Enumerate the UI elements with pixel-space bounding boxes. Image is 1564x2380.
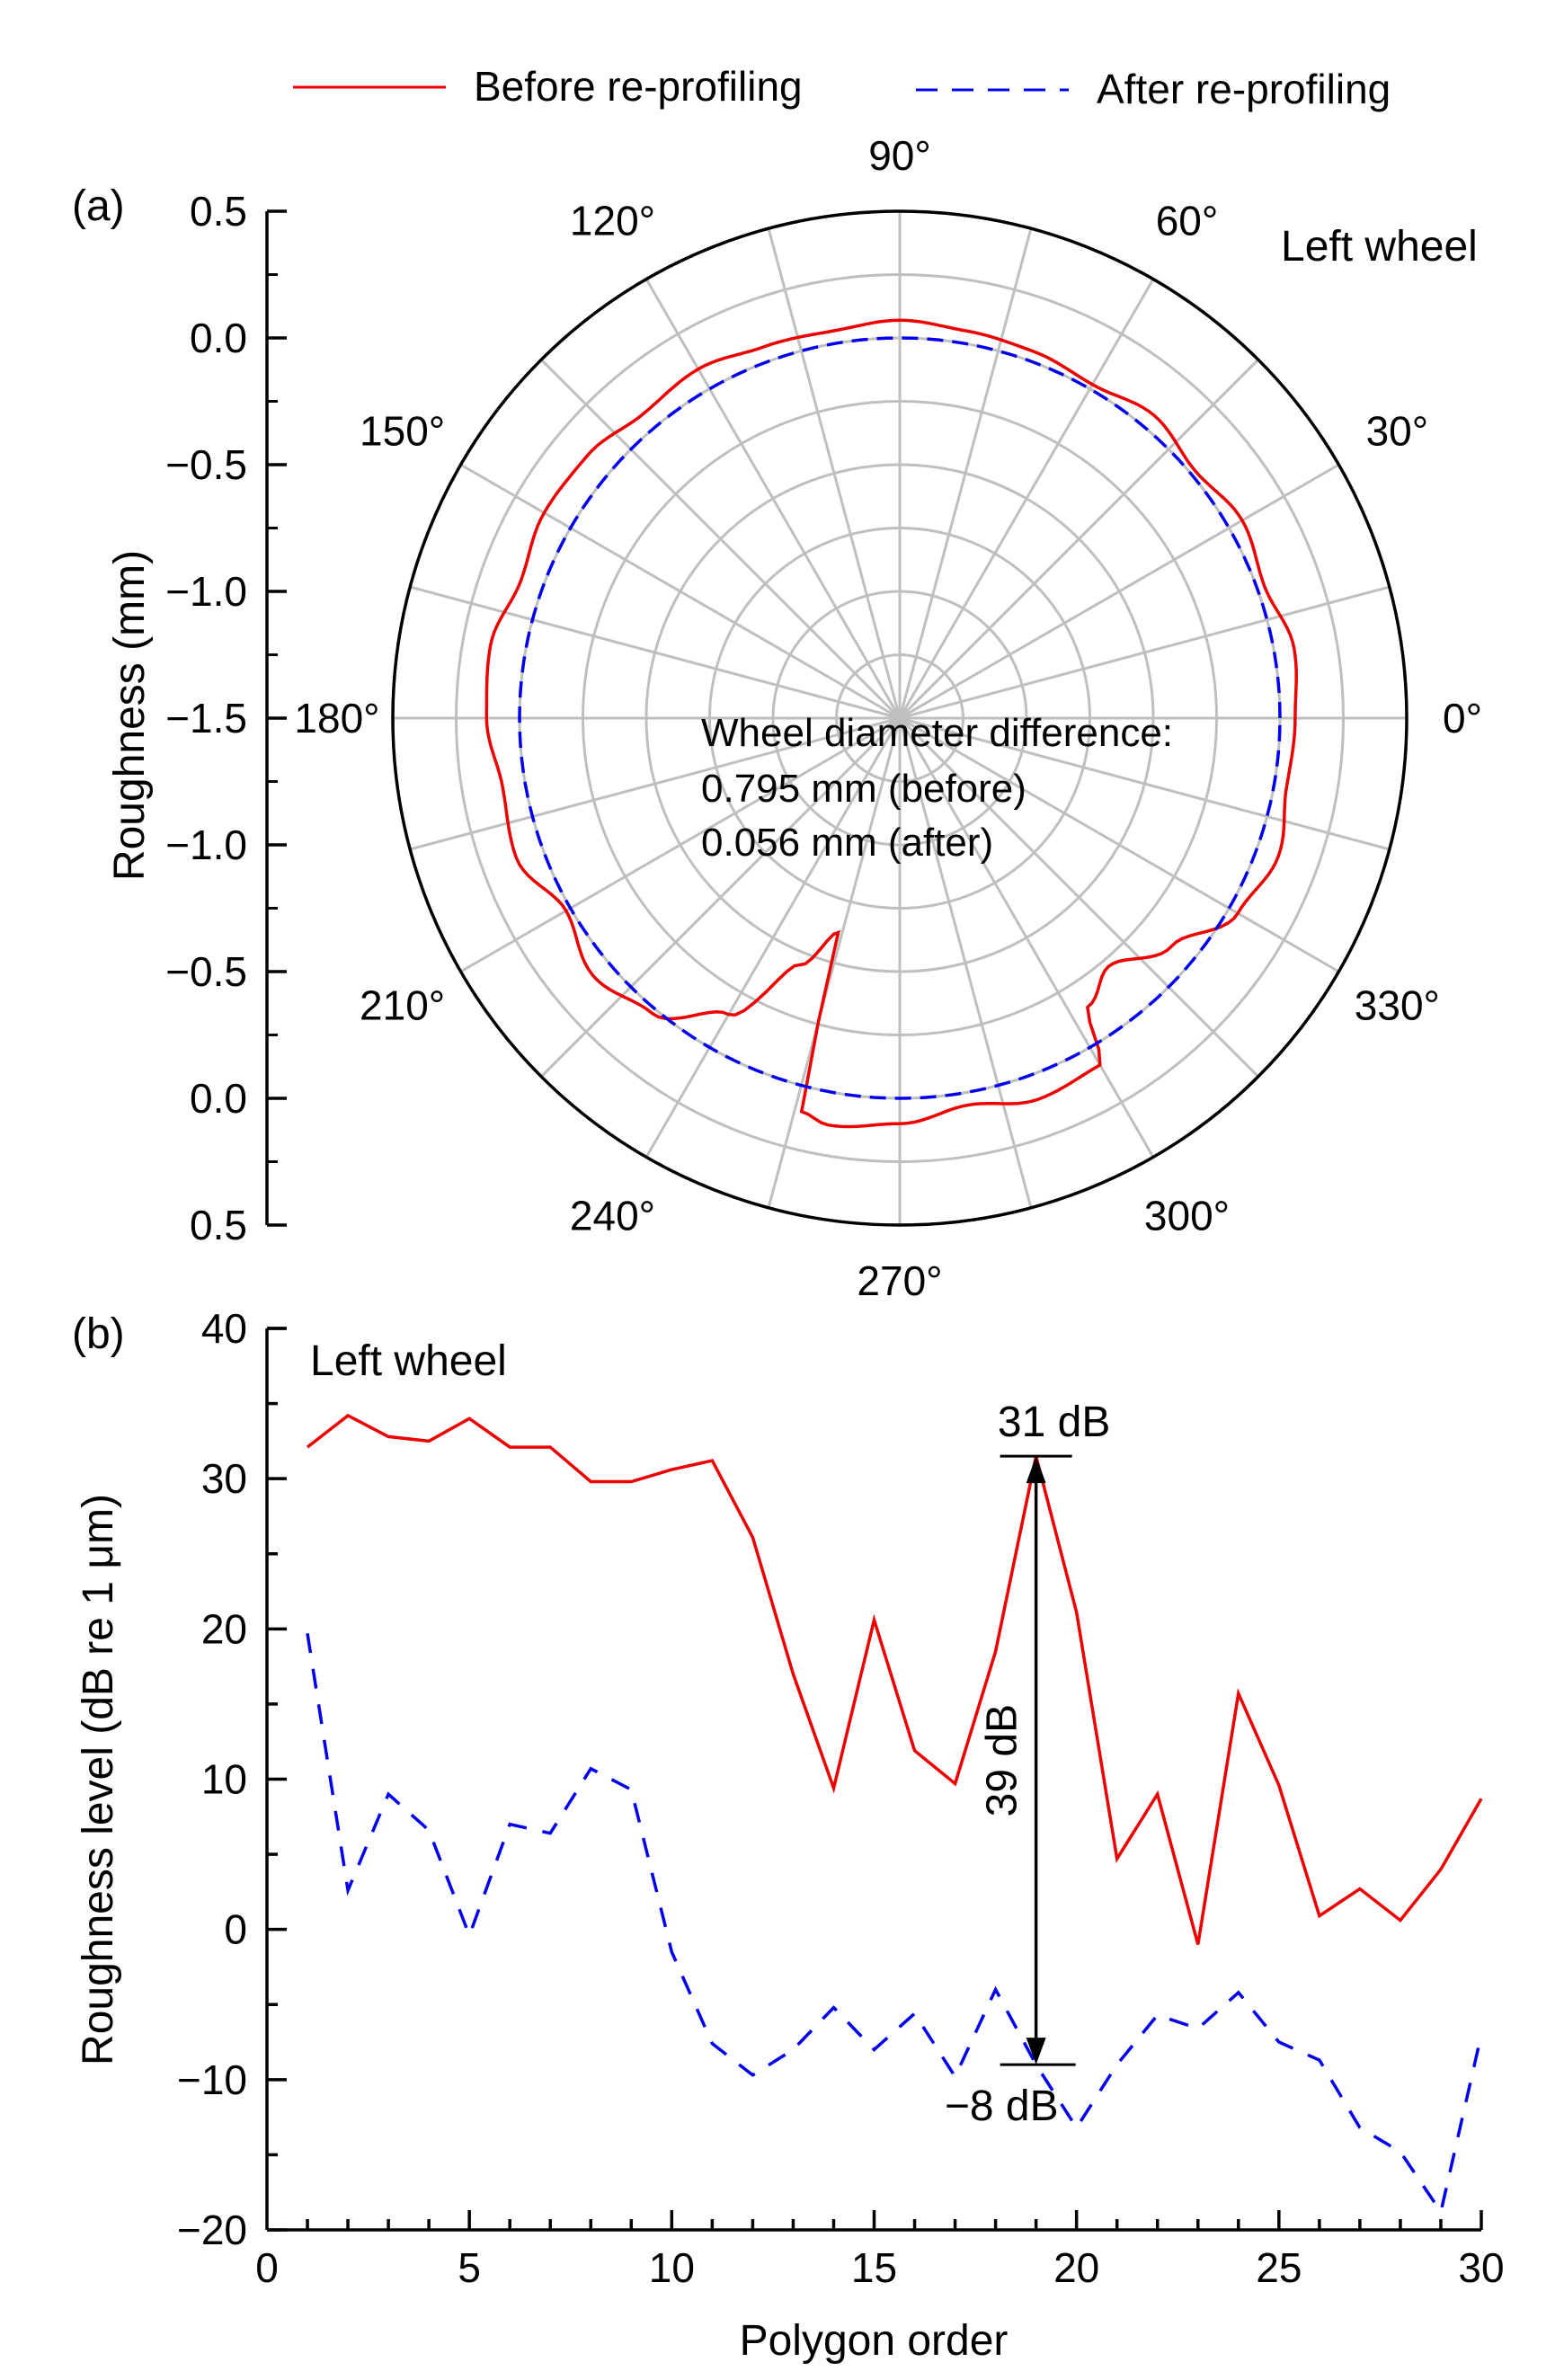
radial-tick-label: 0.5	[190, 1202, 247, 1248]
grid-spoke	[409, 585, 901, 720]
angle-label: 300°	[1144, 1192, 1230, 1239]
annotation-bottom: −8 dB	[945, 2082, 1059, 2130]
polar-ylabel: Roughness (mm)	[106, 550, 154, 881]
y-tick-label: −10	[177, 2056, 247, 2103]
grid-spoke	[898, 717, 1033, 1209]
angle-label: 30°	[1366, 408, 1429, 455]
angle-label: 60°	[1156, 198, 1219, 244]
legend: Before re-profiling After re-profiling	[293, 63, 1391, 112]
polar-note-3: 0.056 mm (after)	[701, 821, 993, 865]
x-tick-label: 0	[255, 2244, 279, 2291]
grid-spoke	[767, 227, 902, 719]
series-after-line	[306, 1633, 1483, 2216]
polar-note-1: Wheel diameter difference:	[701, 711, 1173, 755]
angle-label: 0°	[1443, 695, 1482, 742]
x-tick-label: 30	[1458, 2244, 1504, 2291]
grid-spoke	[459, 463, 901, 720]
panel-label-a: (a)	[72, 182, 125, 230]
grid-spoke	[899, 585, 1391, 720]
line-ylabel: Roughness level (dB re 1 μm)	[75, 1494, 122, 2065]
radial-tick-label: 0.0	[190, 315, 247, 361]
polar-outer-ring	[391, 209, 1408, 1227]
y-tick-label: −20	[177, 2207, 247, 2253]
radial-tick-label: −0.5	[165, 948, 247, 995]
annotation-diff: 39 dB	[979, 1704, 1026, 1816]
arrow-head-down-icon	[1026, 2038, 1046, 2065]
panel-label-b: (b)	[72, 1310, 125, 1358]
angle-label: 240°	[570, 1192, 655, 1239]
grid-spoke	[540, 359, 902, 720]
grid-spoke	[898, 227, 1033, 719]
polar-title: Left wheel	[1281, 223, 1478, 271]
y-tick-label: 40	[201, 1305, 247, 1352]
grid-spoke	[899, 716, 1391, 851]
x-tick-label: 10	[649, 2244, 695, 2291]
angle-label: 210°	[360, 982, 445, 1029]
polar-note-2: 0.795 mm (before)	[701, 767, 1026, 811]
annotation-top: 31 dB	[998, 1399, 1110, 1446]
grid-spoke	[540, 716, 902, 1078]
angle-label: 270°	[857, 1257, 942, 1304]
series-before-curve	[484, 318, 1298, 1129]
x-tick-label: 15	[851, 2244, 897, 2291]
radial-tick-label: −0.5	[165, 441, 247, 488]
radial-tick-label: −1.5	[165, 695, 247, 742]
series-before-line	[306, 1413, 1483, 1945]
line-xlabel: Polygon order	[740, 2317, 1009, 2365]
grid-spoke	[898, 359, 1259, 720]
legend-label-before: Before re-profiling	[474, 63, 803, 110]
grid-spoke	[898, 278, 1155, 719]
radial-tick-label: −1.0	[165, 568, 247, 615]
line-title: Left wheel	[310, 1337, 507, 1385]
polar-chart: 0° 30° 60° 90° 120° 150° 180° 210° 240° 270° 300° 3…	[165, 132, 1482, 1304]
legend-label-after: After re-profiling	[1097, 66, 1391, 112]
radial-tick-label: −1.0	[165, 821, 247, 868]
x-tick-label: 25	[1256, 2244, 1302, 2291]
angle-label: 180°	[294, 695, 379, 742]
grid-spoke	[644, 278, 902, 719]
grid-spoke	[644, 717, 902, 1159]
arrow-head-up-icon	[1026, 1456, 1046, 1484]
series-after-curve	[518, 336, 1282, 1100]
grid-spoke	[899, 463, 1340, 720]
angle-label: 330°	[1355, 982, 1440, 1029]
line-chart: −20 −10 0 10 20 30 40 0 5 10 15 20 25 30	[177, 1305, 1505, 2291]
radial-tick-label: 0.5	[190, 188, 247, 235]
x-tick-label: 5	[458, 2244, 481, 2291]
grid-spoke	[409, 716, 901, 851]
grid-spoke	[459, 716, 901, 973]
radial-tick-label: 0.0	[190, 1075, 247, 1122]
grid-spoke	[767, 717, 902, 1209]
grid-spoke	[899, 716, 1340, 973]
grid-spoke	[898, 716, 1259, 1078]
y-tick-label: 20	[201, 1605, 247, 1652]
angle-label: 90°	[868, 132, 931, 179]
x-tick-label: 20	[1053, 2244, 1099, 2291]
angle-label: 120°	[570, 198, 655, 244]
angle-label: 150°	[360, 408, 445, 455]
grid-spoke	[898, 717, 1155, 1159]
y-tick-label: 10	[201, 1756, 247, 1803]
y-tick-label: 30	[201, 1455, 247, 1502]
y-tick-label: 0	[224, 1906, 247, 1953]
